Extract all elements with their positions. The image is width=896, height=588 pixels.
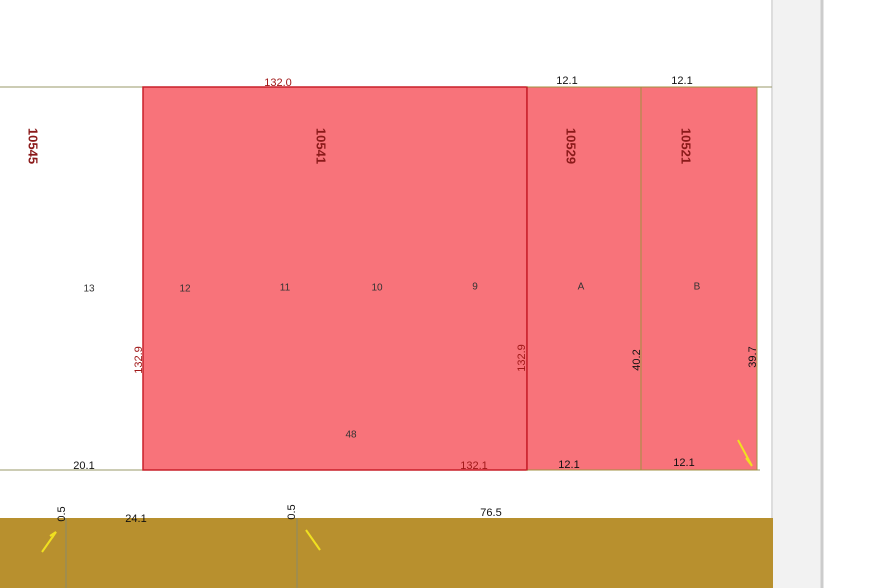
dimension: 20.1	[73, 460, 94, 472]
dimension: 132.0	[264, 77, 292, 89]
dimension: 132.9	[133, 346, 145, 374]
dimension: 39.7	[747, 346, 759, 367]
dimension: 12.1	[556, 75, 577, 87]
parcel-id: 10545	[26, 128, 41, 164]
arrow	[41, 531, 57, 553]
parcel-id: 10521	[679, 128, 694, 164]
dimension: 24.1	[125, 513, 146, 525]
dimension: 40.2	[631, 349, 643, 370]
dimension: 76.5	[480, 507, 501, 519]
dimension: 0.5	[56, 506, 68, 521]
arrow	[737, 439, 753, 467]
arrow	[305, 529, 321, 551]
parcel-10541	[142, 86, 528, 471]
parcel-id: 10541	[314, 128, 329, 164]
lot-label: 48	[345, 430, 357, 441]
side-strip	[773, 0, 823, 588]
dimension: 132.9	[516, 344, 528, 372]
dimension: 12.1	[671, 75, 692, 87]
lot-label: B	[694, 282, 701, 293]
lot-label: 13	[83, 284, 95, 295]
dimension: 132.1	[460, 460, 488, 472]
lot-label: 12	[179, 284, 191, 295]
lot-label: 10	[371, 283, 383, 294]
lot-label: A	[578, 282, 585, 293]
dimension: 12.1	[673, 457, 694, 469]
parcel-id: 10529	[564, 128, 579, 164]
parcel-10521	[640, 86, 758, 471]
lot-label: 11	[280, 283, 291, 294]
dimension: 12.1	[558, 459, 579, 471]
parcel-10529	[526, 86, 642, 471]
dimension: 0.5	[286, 504, 298, 519]
lot-label: 9	[472, 282, 478, 293]
road-band	[0, 518, 773, 588]
